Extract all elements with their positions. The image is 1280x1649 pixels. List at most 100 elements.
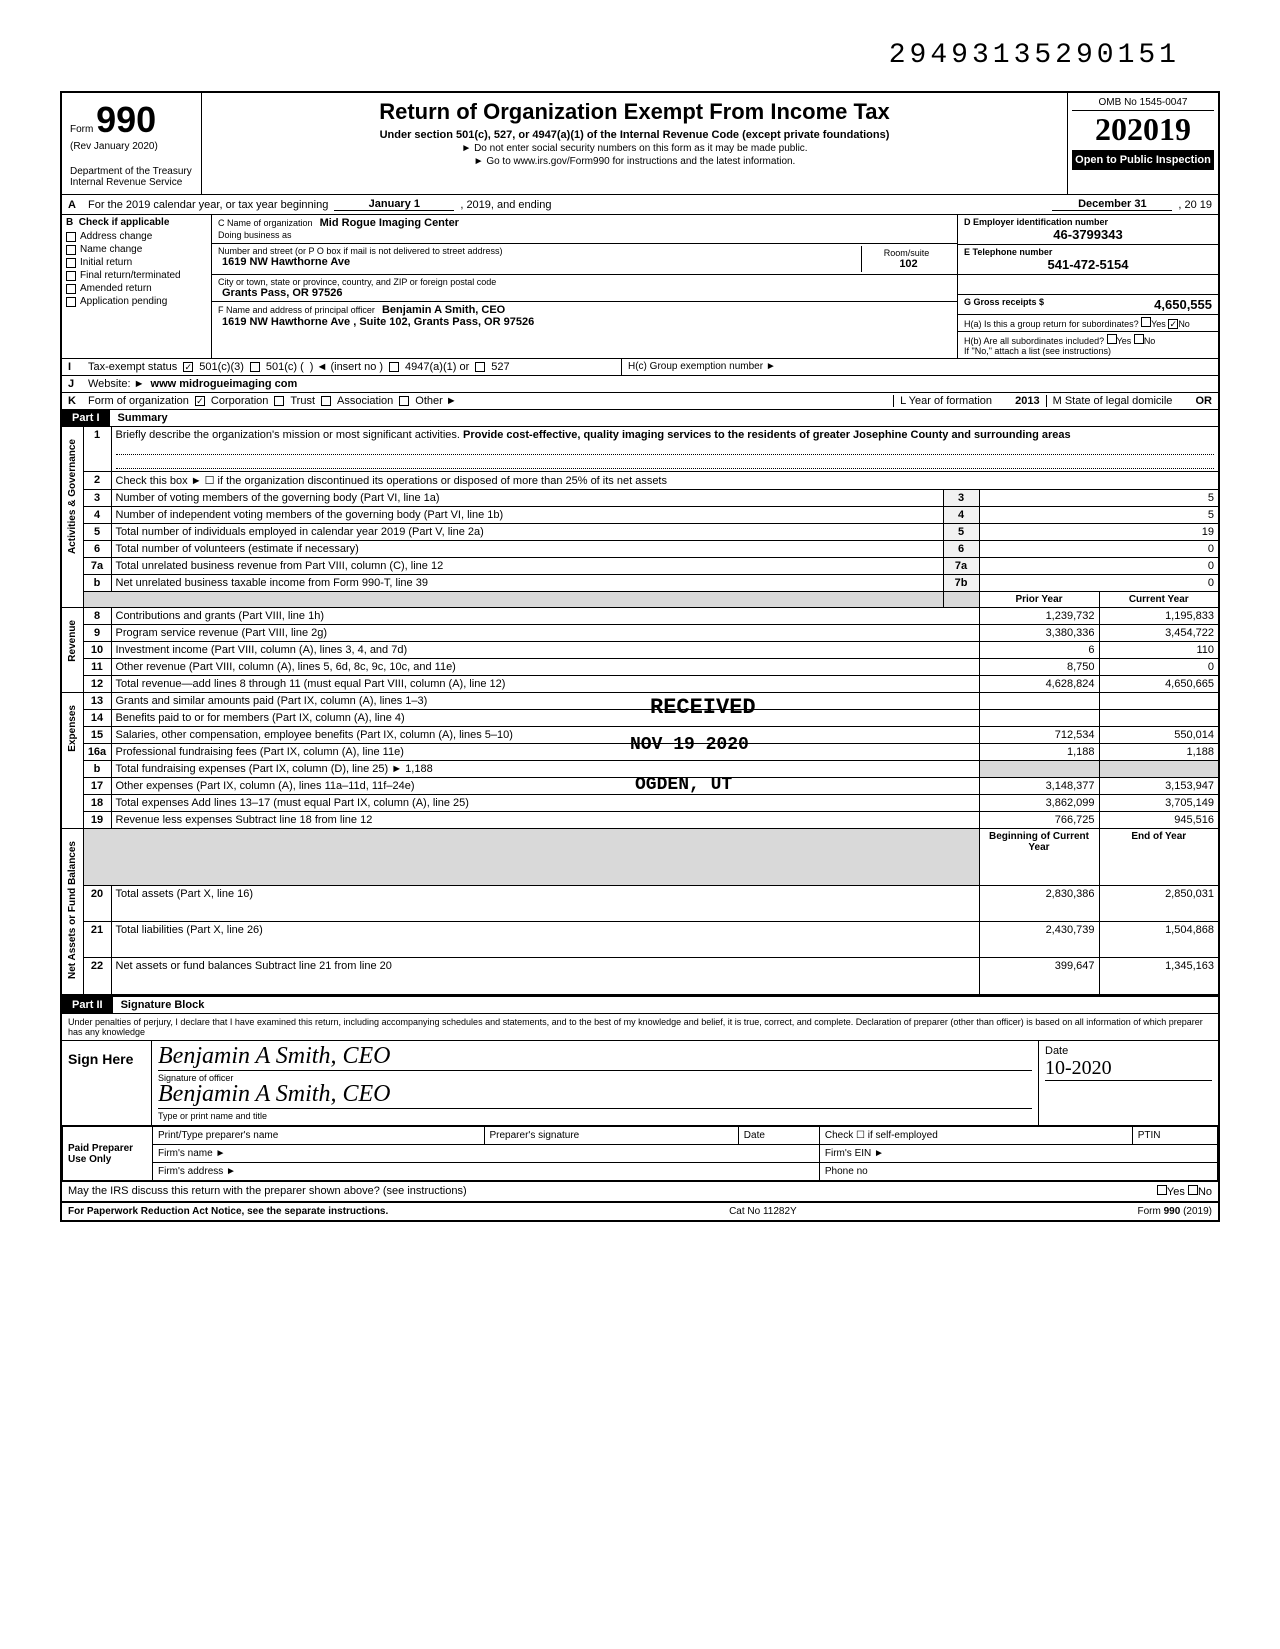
ln: 20 — [83, 886, 111, 922]
chk-name-change[interactable] — [66, 245, 76, 255]
net-row-22: 22 Net assets or fund balances Subtract … — [61, 958, 1219, 995]
prior: 3,380,336 — [979, 625, 1099, 642]
curr: 3,705,149 — [1099, 795, 1219, 812]
chk-discuss-yes[interactable] — [1157, 1185, 1167, 1195]
chk-hb-no[interactable] — [1134, 334, 1144, 344]
chk-501c3[interactable]: ✓ — [183, 362, 193, 372]
sidebar-expenses: Expenses — [61, 693, 83, 829]
firm-addr: Firm's address ► — [153, 1163, 820, 1181]
row-j-label: J — [68, 378, 82, 390]
chk-other[interactable] — [399, 396, 409, 406]
curr: 0 — [1099, 659, 1219, 676]
chk-address-change[interactable] — [66, 232, 76, 242]
part2-header: Part II Signature Block — [60, 996, 1220, 1013]
curr: 1,345,163 — [1099, 958, 1219, 995]
opt-527: 527 — [491, 361, 509, 373]
exp-row-13: Expenses 13 Grants and similar amounts p… — [61, 693, 1219, 710]
desc: Total liabilities (Part X, line 26) — [111, 922, 979, 958]
row-j: J Website: ► www midrogueimaging com — [60, 375, 1220, 392]
prior: 4,628,824 — [979, 676, 1099, 693]
footer-left: For Paperwork Reduction Act Notice, see … — [68, 1206, 388, 1217]
val: 19 — [979, 524, 1219, 541]
exp-row-14: 14 Benefits paid to or for members (Part… — [61, 710, 1219, 727]
gov-row-5: 5 Total number of individuals employed i… — [61, 524, 1219, 541]
footer-row: For Paperwork Reduction Act Notice, see … — [60, 1203, 1220, 1222]
chk-final-return[interactable] — [66, 271, 76, 281]
chk-ha-yes[interactable] — [1141, 317, 1151, 327]
firm-ein: Firm's EIN ► — [819, 1145, 1217, 1163]
ln: 4 — [83, 507, 111, 524]
curr: 4,650,665 — [1099, 676, 1219, 693]
begin-header: Beginning of Current Year — [979, 829, 1099, 886]
block-bcde: B Check if applicable Address change Nam… — [60, 214, 1220, 358]
d-val: 46-3799343 — [964, 227, 1212, 242]
rev-row-12: 12 Total revenue—add lines 8 through 11 … — [61, 676, 1219, 693]
prior: 2,830,386 — [979, 886, 1099, 922]
col-b: B Check if applicable Address change Nam… — [62, 215, 212, 358]
sidebar-net-text: Net Assets or Fund Balances — [67, 831, 78, 989]
sign-here-label: Sign Here — [62, 1041, 152, 1125]
box: 4 — [943, 507, 979, 524]
hb-no: No — [1144, 336, 1156, 346]
part1-title: Summary — [110, 410, 176, 426]
box: 7a — [943, 558, 979, 575]
part1-header: Part I Summary — [60, 409, 1220, 426]
c-addr-caption: Number and street (or P O box if mail is… — [218, 246, 861, 256]
chk-discuss-no[interactable] — [1188, 1185, 1198, 1195]
chk-527[interactable] — [475, 362, 485, 372]
opt-other: Other ► — [415, 395, 456, 407]
desc: Total unrelated business revenue from Pa… — [111, 558, 943, 575]
hb-text: H(b) Are all subordinates included? — [964, 336, 1104, 346]
chk-corporation[interactable]: ✓ — [195, 396, 205, 406]
omb-number: OMB No 1545-0047 — [1072, 97, 1214, 111]
gov-row-6: 6 Total number of volunteers (estimate i… — [61, 541, 1219, 558]
preparer-label: Paid Preparer Use Only — [63, 1127, 153, 1181]
summary-table: Activities & Governance 1 Briefly descri… — [60, 426, 1220, 996]
opt-association: Association — [337, 395, 393, 407]
c-room-caption: Room/suite — [868, 248, 945, 258]
ha-yes: Yes — [1151, 319, 1166, 329]
prior: 1,188 — [979, 744, 1099, 761]
opt-501c3: 501(c)(3) — [199, 361, 244, 373]
form-note2: ► Go to www.irs.gov/Form990 for instruct… — [212, 156, 1057, 167]
row-i: I Tax-exempt status ✓501(c)(3) 501(c) ( … — [60, 358, 1220, 375]
chk-amended-return[interactable] — [66, 284, 76, 294]
desc: Total expenses Add lines 13–17 (must equ… — [111, 795, 979, 812]
row-j-text: Website: ► — [88, 378, 145, 390]
line2-text: Check this box ► ☐ if the organization d… — [111, 472, 1219, 490]
c-name-caption: C Name of organization — [218, 218, 313, 228]
form-990-page: 29493135290151 Form 990 (Rev January 202… — [60, 40, 1220, 1222]
chk-4947[interactable] — [389, 362, 399, 372]
rev-row-10: 10 Investment income (Part VIII, column … — [61, 642, 1219, 659]
net-row-20: 20 Total assets (Part X, line 16) 2,830,… — [61, 886, 1219, 922]
desc: Revenue less expenses Subtract line 18 f… — [111, 812, 979, 829]
hb-note: If "No," attach a list (see instructions… — [964, 346, 1212, 356]
ln: 21 — [83, 922, 111, 958]
gov-row-7a: 7a Total unrelated business revenue from… — [61, 558, 1219, 575]
row-k: K Form of organization ✓Corporation Trus… — [60, 392, 1220, 409]
tax-year: 202019 — [1072, 111, 1214, 148]
chk-hb-yes[interactable] — [1107, 334, 1117, 344]
ln: 13 — [83, 693, 111, 710]
prior: 1,239,732 — [979, 608, 1099, 625]
tax-year-suffix: 2019 — [1127, 111, 1191, 147]
footer-right: Form 990 (2019) — [1138, 1206, 1212, 1217]
form-number: 990 — [96, 99, 156, 140]
form-irs: Internal Revenue Service — [70, 177, 193, 188]
ln: 3 — [83, 490, 111, 507]
chk-initial-return[interactable] — [66, 258, 76, 268]
chk-association[interactable] — [321, 396, 331, 406]
chk-ha-no[interactable]: ✓ — [1168, 319, 1178, 329]
discuss-yes: Yes — [1167, 1186, 1185, 1198]
ln: 18 — [83, 795, 111, 812]
val: 0 — [979, 575, 1219, 592]
chk-application-pending[interactable] — [66, 297, 76, 307]
col-b-label: B — [66, 217, 73, 228]
col-b-caption: Check if applicable — [79, 217, 170, 228]
lbl-amended-return: Amended return — [80, 283, 152, 294]
chk-501c[interactable] — [250, 362, 260, 372]
opt-501c-b: ) ◄ (insert no ) — [310, 361, 383, 373]
prior: 766,725 — [979, 812, 1099, 829]
chk-trust[interactable] — [274, 396, 284, 406]
opt-4947: 4947(a)(1) or — [405, 361, 469, 373]
